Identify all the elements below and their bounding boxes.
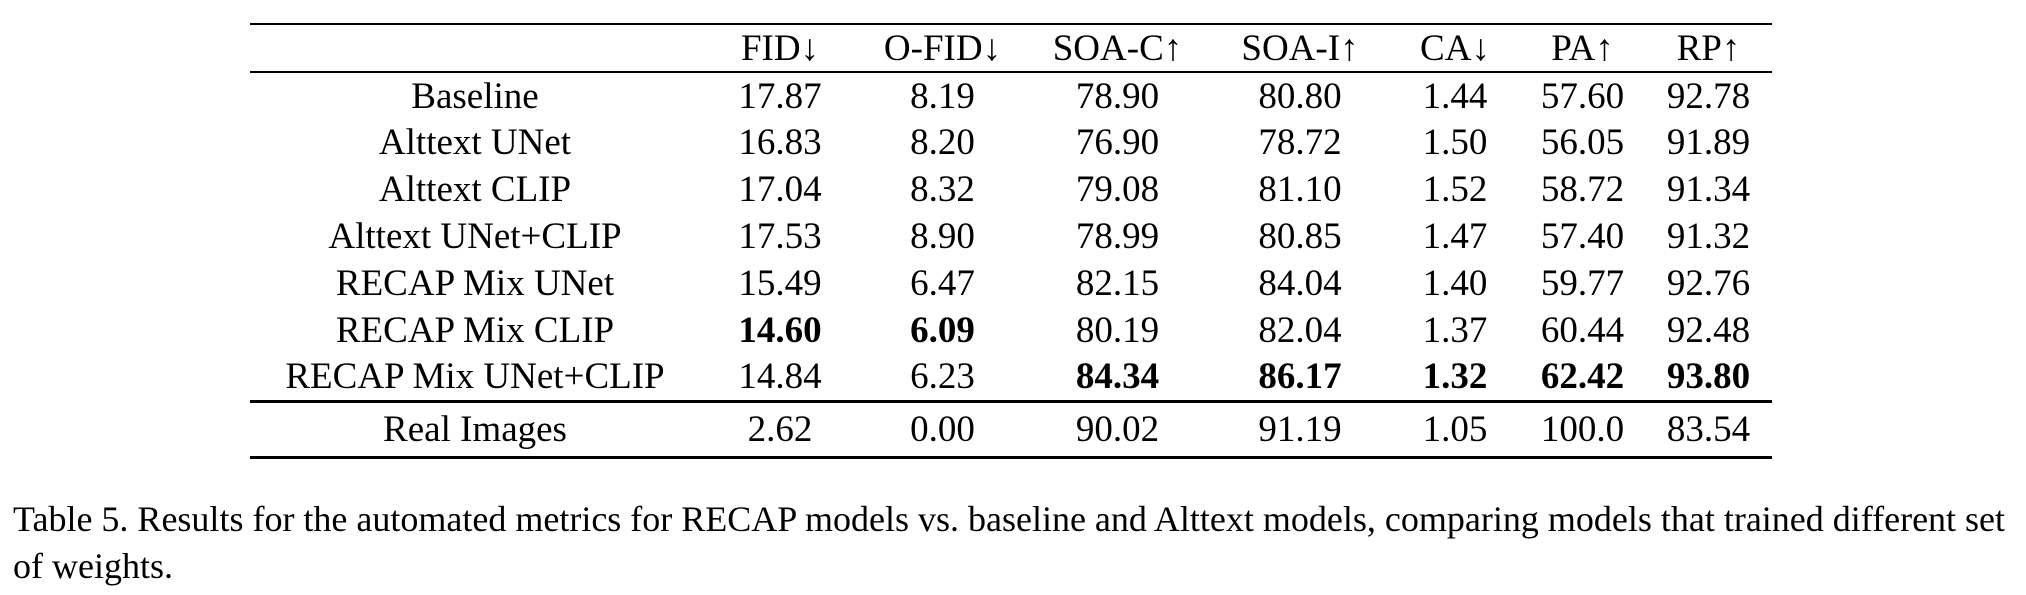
header-cell: CA↓ [1420,27,1490,69]
data-cell: 1.44 [1422,75,1488,117]
data-cell: 92.78 [1666,75,1751,117]
row-label: Baseline [411,75,539,117]
row-label: Alttext UNet [378,122,572,163]
data-cell: 1.05 [1422,408,1488,450]
row-label: RECAP Mix UNet [335,263,615,304]
data-cell: 80.85 [1258,216,1342,257]
table-row: Alttext CLIP 17.04 8.32 79.08 81.10 1.52 58.72… [250,166,1772,213]
data-cell: 79.08 [1075,169,1160,210]
data-cell: 80.19 [1075,310,1160,351]
data-cell: 84.04 [1258,263,1342,304]
data-cell: 1.37 [1422,310,1488,351]
data-cell: 76.90 [1075,122,1160,163]
header-cell-model [250,24,700,72]
row-label: Alttext CLIP [378,169,572,210]
data-cell: 6.23 [910,356,975,398]
data-cell: 1.40 [1422,263,1488,304]
data-cell: 0.00 [910,408,975,450]
data-cell: 59.77 [1540,263,1625,304]
data-cell: 91.19 [1258,408,1342,450]
table-head: FID↓ O-FID↓ SOA-C↑ SOA-I↑ CA↓ PA↑ RP↑ [250,24,1772,72]
data-cell: 56.05 [1540,122,1625,163]
data-cell: 60.44 [1540,310,1625,351]
data-cell: 78.90 [1075,75,1160,117]
header-cell: RP↑ [1676,27,1741,69]
data-cell: 86.17 [1258,356,1342,398]
data-cell: 16.83 [738,122,822,163]
data-cell: 14.60 [738,310,822,351]
table-row: RECAP Mix UNet 15.49 6.47 82.15 84.04 1.40 59.… [250,260,1772,307]
data-cell: 15.49 [738,263,822,304]
data-cell: 58.72 [1540,169,1625,210]
results-table-container: FID↓ O-FID↓ SOA-C↑ SOA-I↑ CA↓ PA↑ RP↑ Baseline… [250,23,1772,459]
row-label: RECAP Mix UNet+CLIP [285,356,665,398]
data-cell: 57.60 [1540,75,1625,117]
data-cell: 92.48 [1666,310,1751,351]
data-cell: 17.53 [738,216,822,257]
data-cell: 1.52 [1422,169,1488,210]
data-cell: 91.34 [1666,169,1751,210]
data-cell: 83.54 [1666,408,1751,450]
data-cell: 91.89 [1666,122,1751,163]
data-cell: 92.76 [1666,263,1751,304]
data-cell: 100.0 [1540,408,1625,450]
data-cell: 62.42 [1540,356,1625,398]
table-caption-line-1: Table 5. Results for the automated metri… [13,499,2006,539]
data-cell: 6.09 [910,310,975,351]
table-caption: Table 5. Results for the automated metri… [13,496,2023,590]
header-cell: O-FID↓ [883,27,1002,69]
table-body: Baseline 17.87 8.19 78.90 80.80 1.44 57.60 92.7… [250,72,1772,457]
data-cell: 78.72 [1258,122,1342,163]
data-cell: 17.04 [738,169,822,210]
data-cell: 80.80 [1258,75,1342,117]
data-cell: 82.04 [1258,310,1342,351]
data-cell: 8.32 [910,169,975,210]
data-cell: 2.62 [747,408,813,450]
table-row: RECAP Mix UNet+CLIP 14.84 6.23 84.34 86.17 1.… [250,354,1772,401]
data-cell: 91.32 [1666,216,1751,257]
table-row: Real Images 2.62 0.00 90.02 91.19 1.05 100.0 83… [250,401,1772,457]
data-cell: 93.80 [1666,356,1751,398]
data-cell: 1.47 [1422,216,1488,257]
row-label: Alttext UNet+CLIP [328,216,622,257]
row-label: Real Images [383,408,567,450]
data-cell: 6.47 [910,263,975,304]
table-row: Alttext UNet 16.83 8.20 76.90 78.72 1.50 56.05… [250,119,1772,166]
data-cell: 82.15 [1075,263,1160,304]
data-cell: 1.50 [1422,122,1488,163]
data-cell: 8.20 [910,122,975,163]
data-cell: 57.40 [1540,216,1625,257]
header-cell: SOA-I↑ [1241,27,1359,69]
table-caption-line-2: of weights. [13,546,173,586]
header-cell: SOA-C↑ [1052,27,1183,69]
data-cell: 1.32 [1422,356,1488,398]
table-header-row: FID↓ O-FID↓ SOA-C↑ SOA-I↑ CA↓ PA↑ RP↑ [250,24,1772,72]
table-row: RECAP Mix CLIP 14.60 6.09 80.19 82.04 1.37 60.… [250,307,1772,354]
table-row: Baseline 17.87 8.19 78.90 80.80 1.44 57.60 92.7… [250,72,1772,119]
table-row: Alttext UNet+CLIP 17.53 8.90 78.99 80.85 1.47… [250,213,1772,260]
data-cell: 78.99 [1075,216,1160,257]
data-cell: 17.87 [738,75,822,117]
row-label: RECAP Mix CLIP [335,310,615,351]
data-cell: 90.02 [1075,408,1160,450]
results-table: FID↓ O-FID↓ SOA-C↑ SOA-I↑ CA↓ PA↑ RP↑ Baseline… [250,23,1772,459]
data-cell: 14.84 [738,356,822,398]
data-cell: 81.10 [1258,169,1342,210]
data-cell: 8.90 [910,216,975,257]
data-cell: 84.34 [1075,356,1160,398]
header-cell: FID↓ [740,27,820,69]
data-cell: 8.19 [910,75,975,117]
header-cell: PA↑ [1551,27,1614,69]
